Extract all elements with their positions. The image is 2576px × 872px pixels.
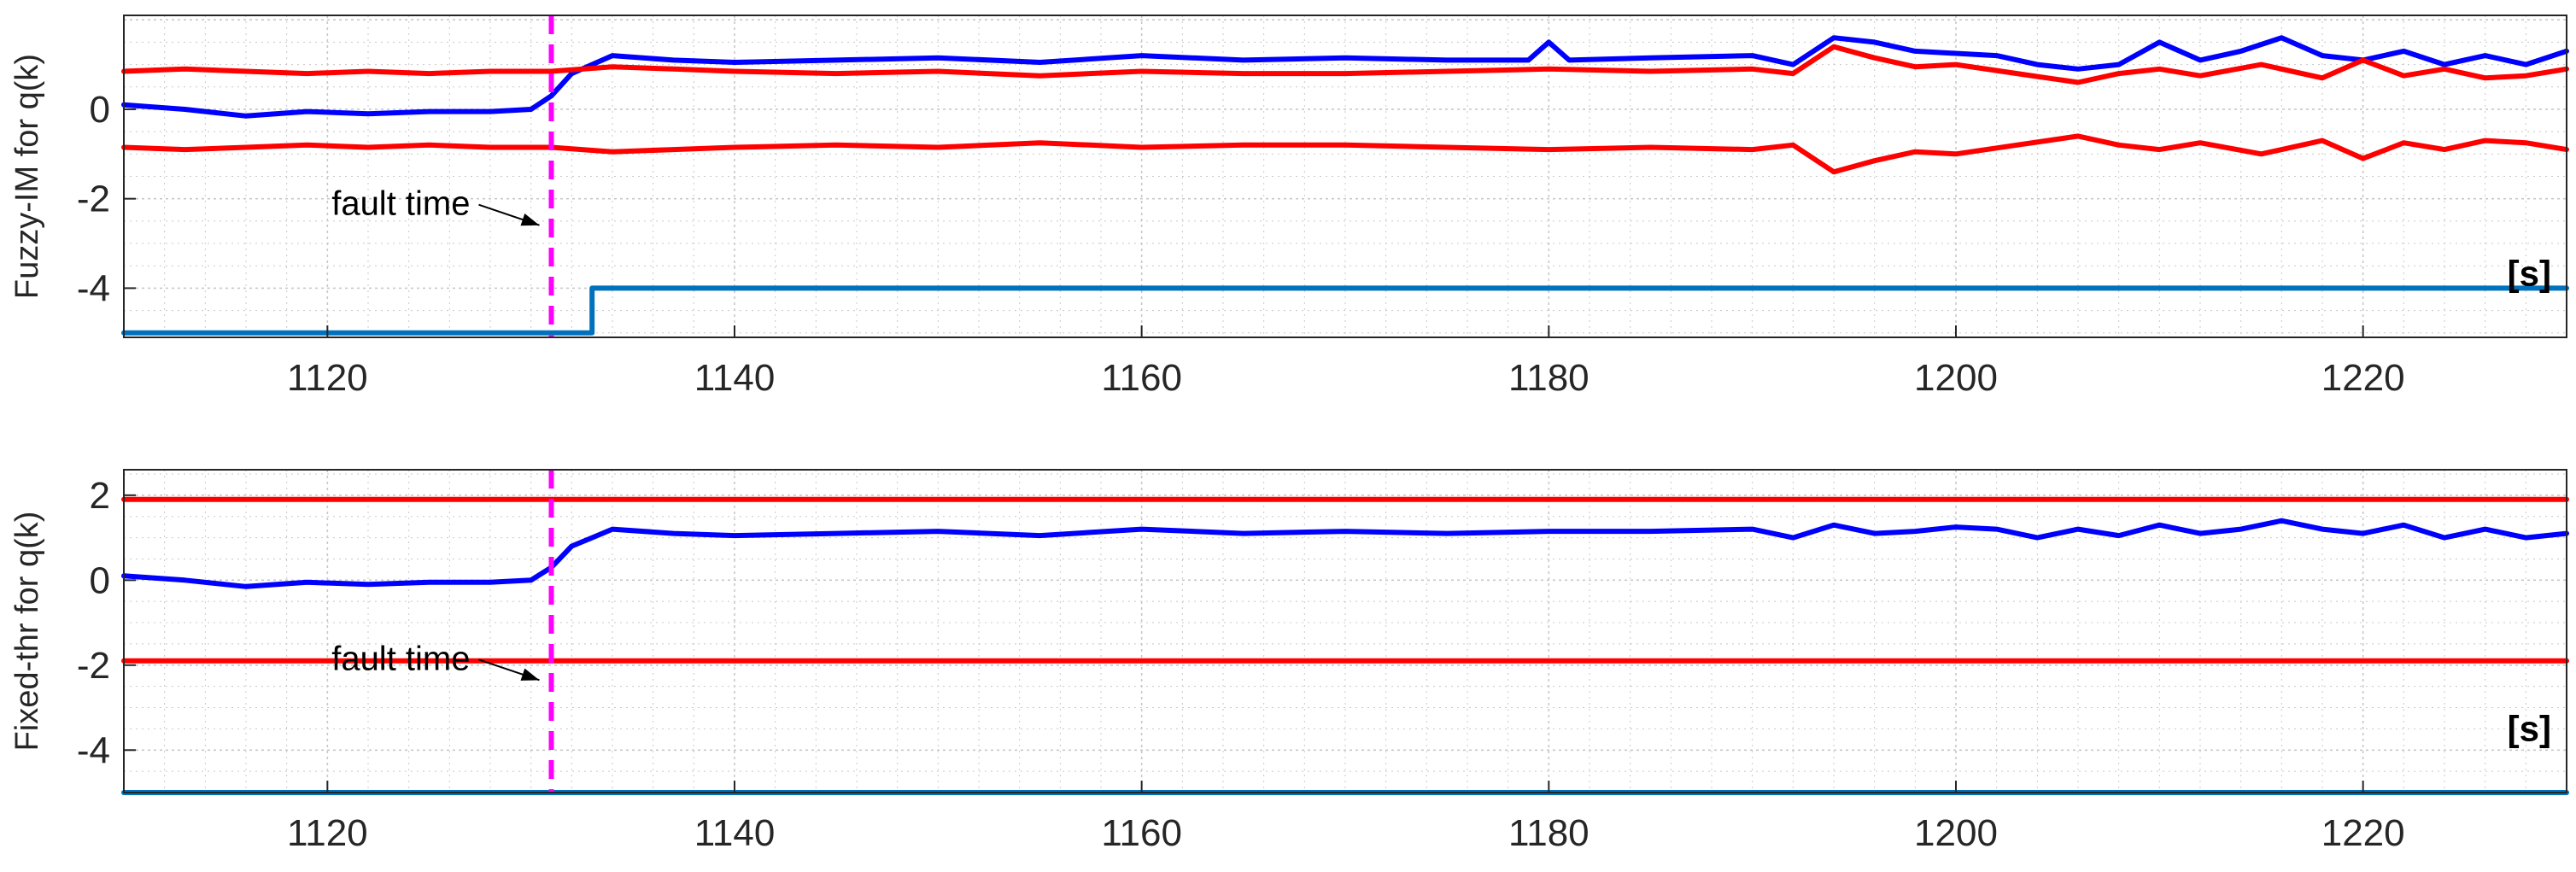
- plot-frame: [123, 15, 2567, 338]
- grid-lines: [124, 470, 2567, 793]
- fault-time-annotation: fault time: [331, 640, 470, 677]
- arrow-head: [520, 668, 540, 681]
- x-tick-label: 1140: [694, 357, 776, 399]
- unit-label: [s]: [2508, 254, 2551, 294]
- series-lower-threshold: [121, 133, 2569, 175]
- y-tick-label: -2: [77, 178, 110, 220]
- fault-time-annotation: fault time: [331, 185, 470, 223]
- grid-lines: [124, 15, 2567, 337]
- y-tick-label: 2: [90, 475, 110, 517]
- x-tick-label: 1220: [2321, 812, 2405, 854]
- x-tick-label: 1180: [1508, 812, 1590, 854]
- x-tick-label: 1160: [1101, 357, 1182, 399]
- x-tick-label: 1200: [1914, 357, 1998, 399]
- series-residual: [121, 35, 2569, 119]
- y-tick-label: -4: [77, 729, 110, 771]
- tick-labels: 1120 1140 1160 1180 1200 1220 2 0 -2 -4: [77, 475, 2405, 854]
- x-tick-label: 1120: [287, 357, 368, 399]
- y-tick-label: -2: [77, 645, 110, 687]
- y-axis-label: Fuzzy-IM for q(k): [9, 54, 45, 299]
- x-tick-label: 1140: [694, 812, 776, 854]
- tick-labels: 1120 1140 1160 1180 1200 1220 0 -2 -4: [77, 89, 2405, 399]
- annotation-arrow: [478, 658, 540, 682]
- x-tick-label: 1120: [287, 812, 368, 854]
- fuzzy-im-panel: 1120 1140 1160 1180 1200 1220 0 -2 -4 Fuzzy-IM f…: [9, 15, 2569, 399]
- plot-frame: [123, 469, 2567, 793]
- series-residual: [121, 518, 2569, 589]
- annotation-arrow: [478, 203, 540, 226]
- x-tick-label: 1180: [1508, 357, 1590, 399]
- series-lines: [121, 35, 2569, 336]
- series-decision: [121, 285, 2569, 336]
- y-axis-label: Fixed-thr for q(k): [9, 512, 45, 752]
- unit-label: [s]: [2508, 709, 2551, 749]
- arrow-head: [520, 213, 540, 226]
- x-tick-label: 1200: [1914, 812, 1998, 854]
- x-tick-label: 1220: [2321, 357, 2405, 399]
- fixed-thr-panel: 1120 1140 1160 1180 1200 1220 2 0 -2 -4 Fixed-thr…: [9, 469, 2569, 854]
- x-tick-label: 1160: [1101, 812, 1182, 854]
- y-tick-label: 0: [90, 559, 110, 601]
- y-tick-label: 0: [90, 89, 110, 131]
- series-upper-threshold: [121, 44, 2569, 85]
- y-tick-label: -4: [77, 267, 110, 309]
